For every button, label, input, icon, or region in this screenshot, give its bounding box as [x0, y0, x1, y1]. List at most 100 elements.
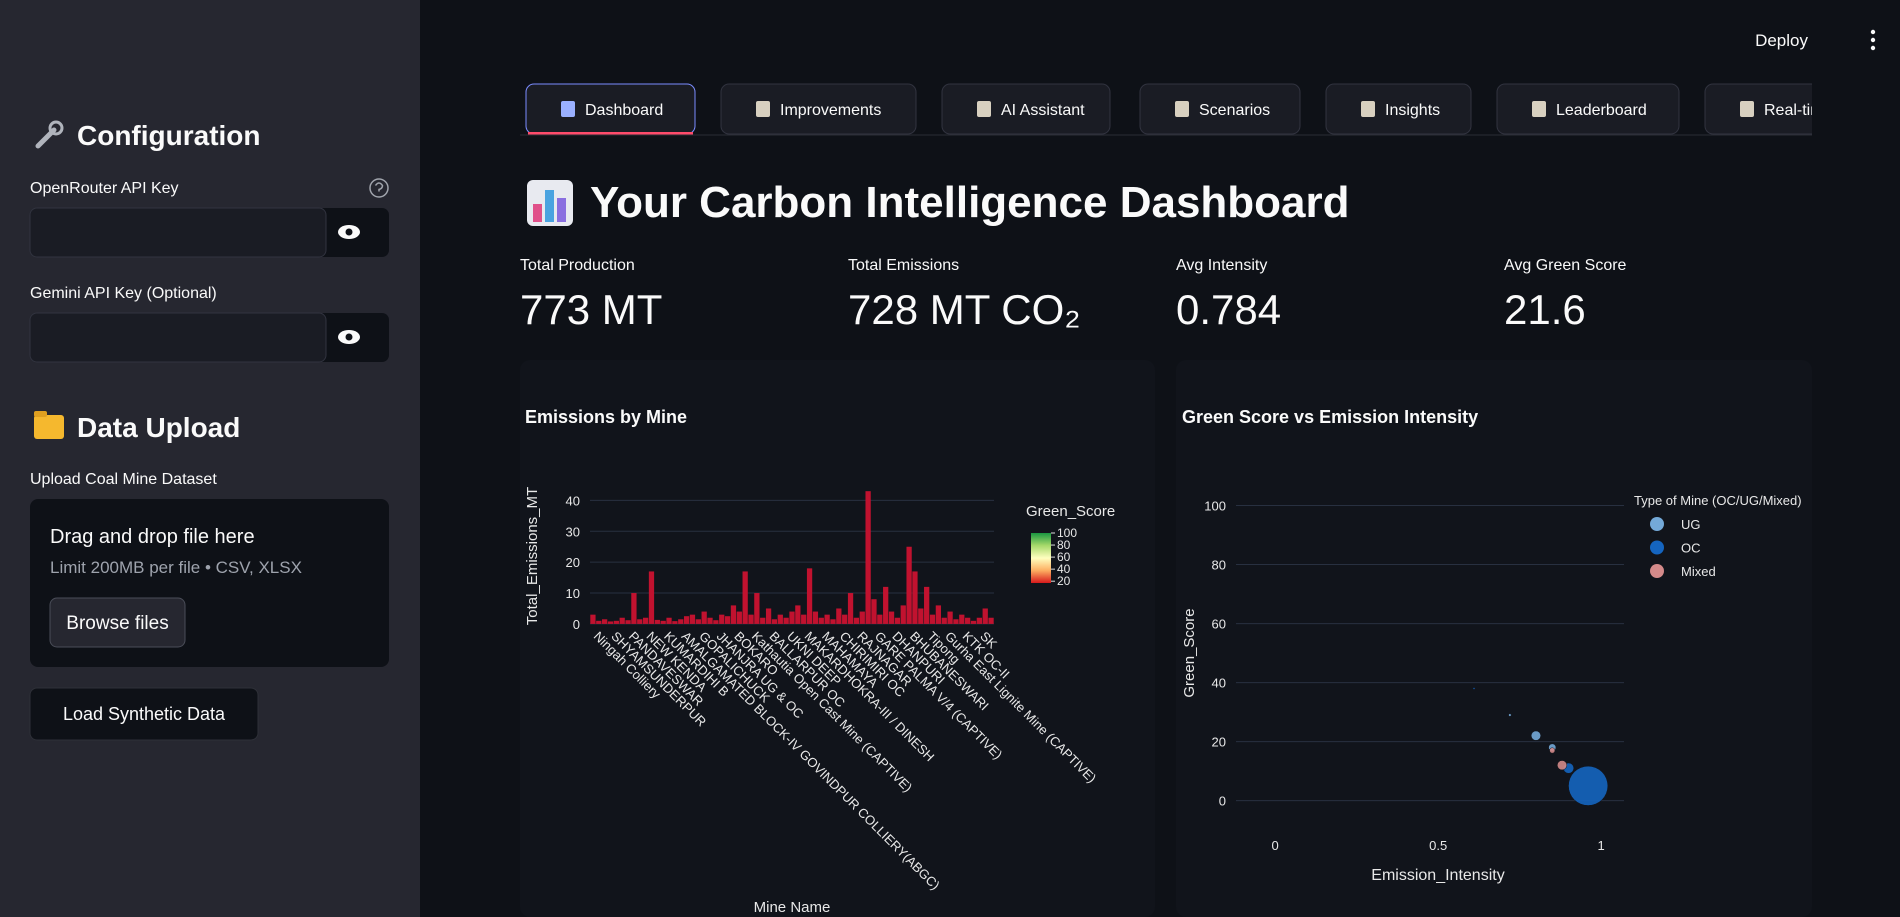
tab-icon: [1532, 101, 1546, 117]
metric-label: Avg Intensity: [1176, 257, 1267, 274]
bar: [701, 611, 707, 624]
point: [1557, 760, 1568, 771]
bar: [590, 614, 596, 624]
bar: [935, 605, 942, 624]
tab-icon: [561, 101, 575, 117]
bar: [625, 620, 631, 624]
colorbar-tick-label: 100: [1057, 526, 1077, 540]
tab[interactable]: [1704, 83, 1855, 135]
bar: [631, 593, 637, 624]
bar: [883, 586, 889, 624]
bar: [613, 620, 619, 624]
bar: [806, 568, 813, 624]
y-tick-label: 40: [566, 493, 580, 508]
folder-icon: [34, 411, 64, 439]
chart-title: Emissions by Mine: [525, 407, 687, 427]
bar: [976, 617, 982, 624]
tab-icon: [977, 101, 991, 117]
bar: [660, 620, 666, 624]
bar: [724, 616, 731, 624]
tab-bar: Dashboard Improvements AI Assistant Scenari…: [525, 83, 1855, 135]
point: [1549, 747, 1556, 754]
bar: [812, 611, 819, 624]
tab[interactable]: [1325, 83, 1472, 135]
bar: [683, 616, 690, 624]
bar: [783, 617, 789, 624]
chart-title: Green Score vs Emission Intensity: [1182, 407, 1478, 427]
tab-icon: [1361, 101, 1375, 117]
bar: [765, 608, 772, 624]
colorbar-title: Green_Score: [1026, 503, 1115, 520]
point: [1508, 713, 1512, 717]
y-tick-label: 10: [566, 586, 580, 601]
bar: [742, 571, 748, 624]
tab-label: AI Assistant: [1001, 102, 1085, 119]
y-tick-label: 20: [1212, 735, 1226, 750]
bar: [888, 611, 895, 624]
bar: [894, 617, 901, 624]
bar: [672, 621, 678, 624]
dropzone-hint: Limit 200MB per file • CSV, XLSX: [50, 558, 302, 577]
openrouter-label: OpenRouter API Key: [30, 180, 179, 197]
colorbar-tick-label: 40: [1057, 562, 1071, 576]
tab-label: Real-time: [1764, 102, 1833, 119]
tab-label: Insights: [1385, 102, 1440, 119]
tab[interactable]: [1139, 83, 1301, 135]
x-axis-label: Mine Name: [754, 899, 831, 916]
deploy-button[interactable]: Deploy: [1755, 31, 1808, 50]
y-tick-label: 60: [1212, 617, 1226, 632]
menu-icon[interactable]: [1870, 29, 1876, 51]
load-button[interactable]: [29, 687, 259, 741]
bar: [906, 546, 912, 624]
metric-label: Total Production: [520, 257, 635, 274]
tab-label: Dashboard: [585, 102, 663, 119]
y-tick-label: 0: [573, 617, 580, 632]
page-title: Your Carbon Intelligence Dashboard: [590, 178, 1350, 227]
bar: [830, 619, 836, 624]
y-tick-label: 20: [566, 555, 580, 570]
tab-icon: [1740, 101, 1754, 117]
upload-label: Upload Coal Mine Dataset: [30, 471, 217, 488]
bar: [602, 619, 608, 624]
browse-button-label: Browse files: [66, 613, 168, 634]
bar: [959, 614, 965, 624]
tab[interactable]: [720, 83, 917, 135]
eye-icon[interactable]: [338, 330, 360, 344]
browse-button[interactable]: [49, 597, 186, 648]
dropzone-title: Drag and drop file here: [50, 526, 255, 548]
input-field[interactable]: [29, 207, 327, 258]
point: [1530, 730, 1541, 741]
bar: [924, 586, 930, 624]
bar: [707, 617, 713, 624]
bar: [596, 620, 602, 624]
bar: [713, 620, 719, 624]
point: [1568, 765, 1609, 806]
tab-label: Scenarios: [1199, 102, 1270, 119]
bar: [789, 611, 795, 624]
bar: [648, 571, 655, 624]
y-tick-label: 0: [1219, 794, 1226, 809]
bar: [748, 614, 754, 624]
point: [1472, 687, 1476, 690]
dashboard-icon: [527, 180, 573, 226]
tab-underline: [528, 132, 693, 135]
sidebar: [0, 0, 420, 917]
upload-title: Data Upload: [77, 412, 240, 443]
legend-marker: [1650, 564, 1664, 578]
bar: [730, 605, 737, 624]
bar: [771, 619, 778, 624]
x-tick-label: 1: [1598, 838, 1605, 853]
eye-icon[interactable]: [338, 225, 360, 239]
tab[interactable]: [1496, 83, 1680, 135]
tab-icon: [756, 101, 770, 117]
input-field[interactable]: [29, 312, 327, 363]
bar: [689, 614, 696, 624]
wrench-icon: [35, 120, 64, 149]
bar: [871, 599, 877, 624]
tab[interactable]: [941, 83, 1111, 135]
legend-label: OC: [1681, 541, 1701, 556]
chart-card: [1176, 360, 1812, 917]
bar: [982, 608, 988, 624]
bar: [777, 614, 783, 624]
metrics: Total Production 773 MT Total Emissions 728…: [520, 257, 1627, 333]
